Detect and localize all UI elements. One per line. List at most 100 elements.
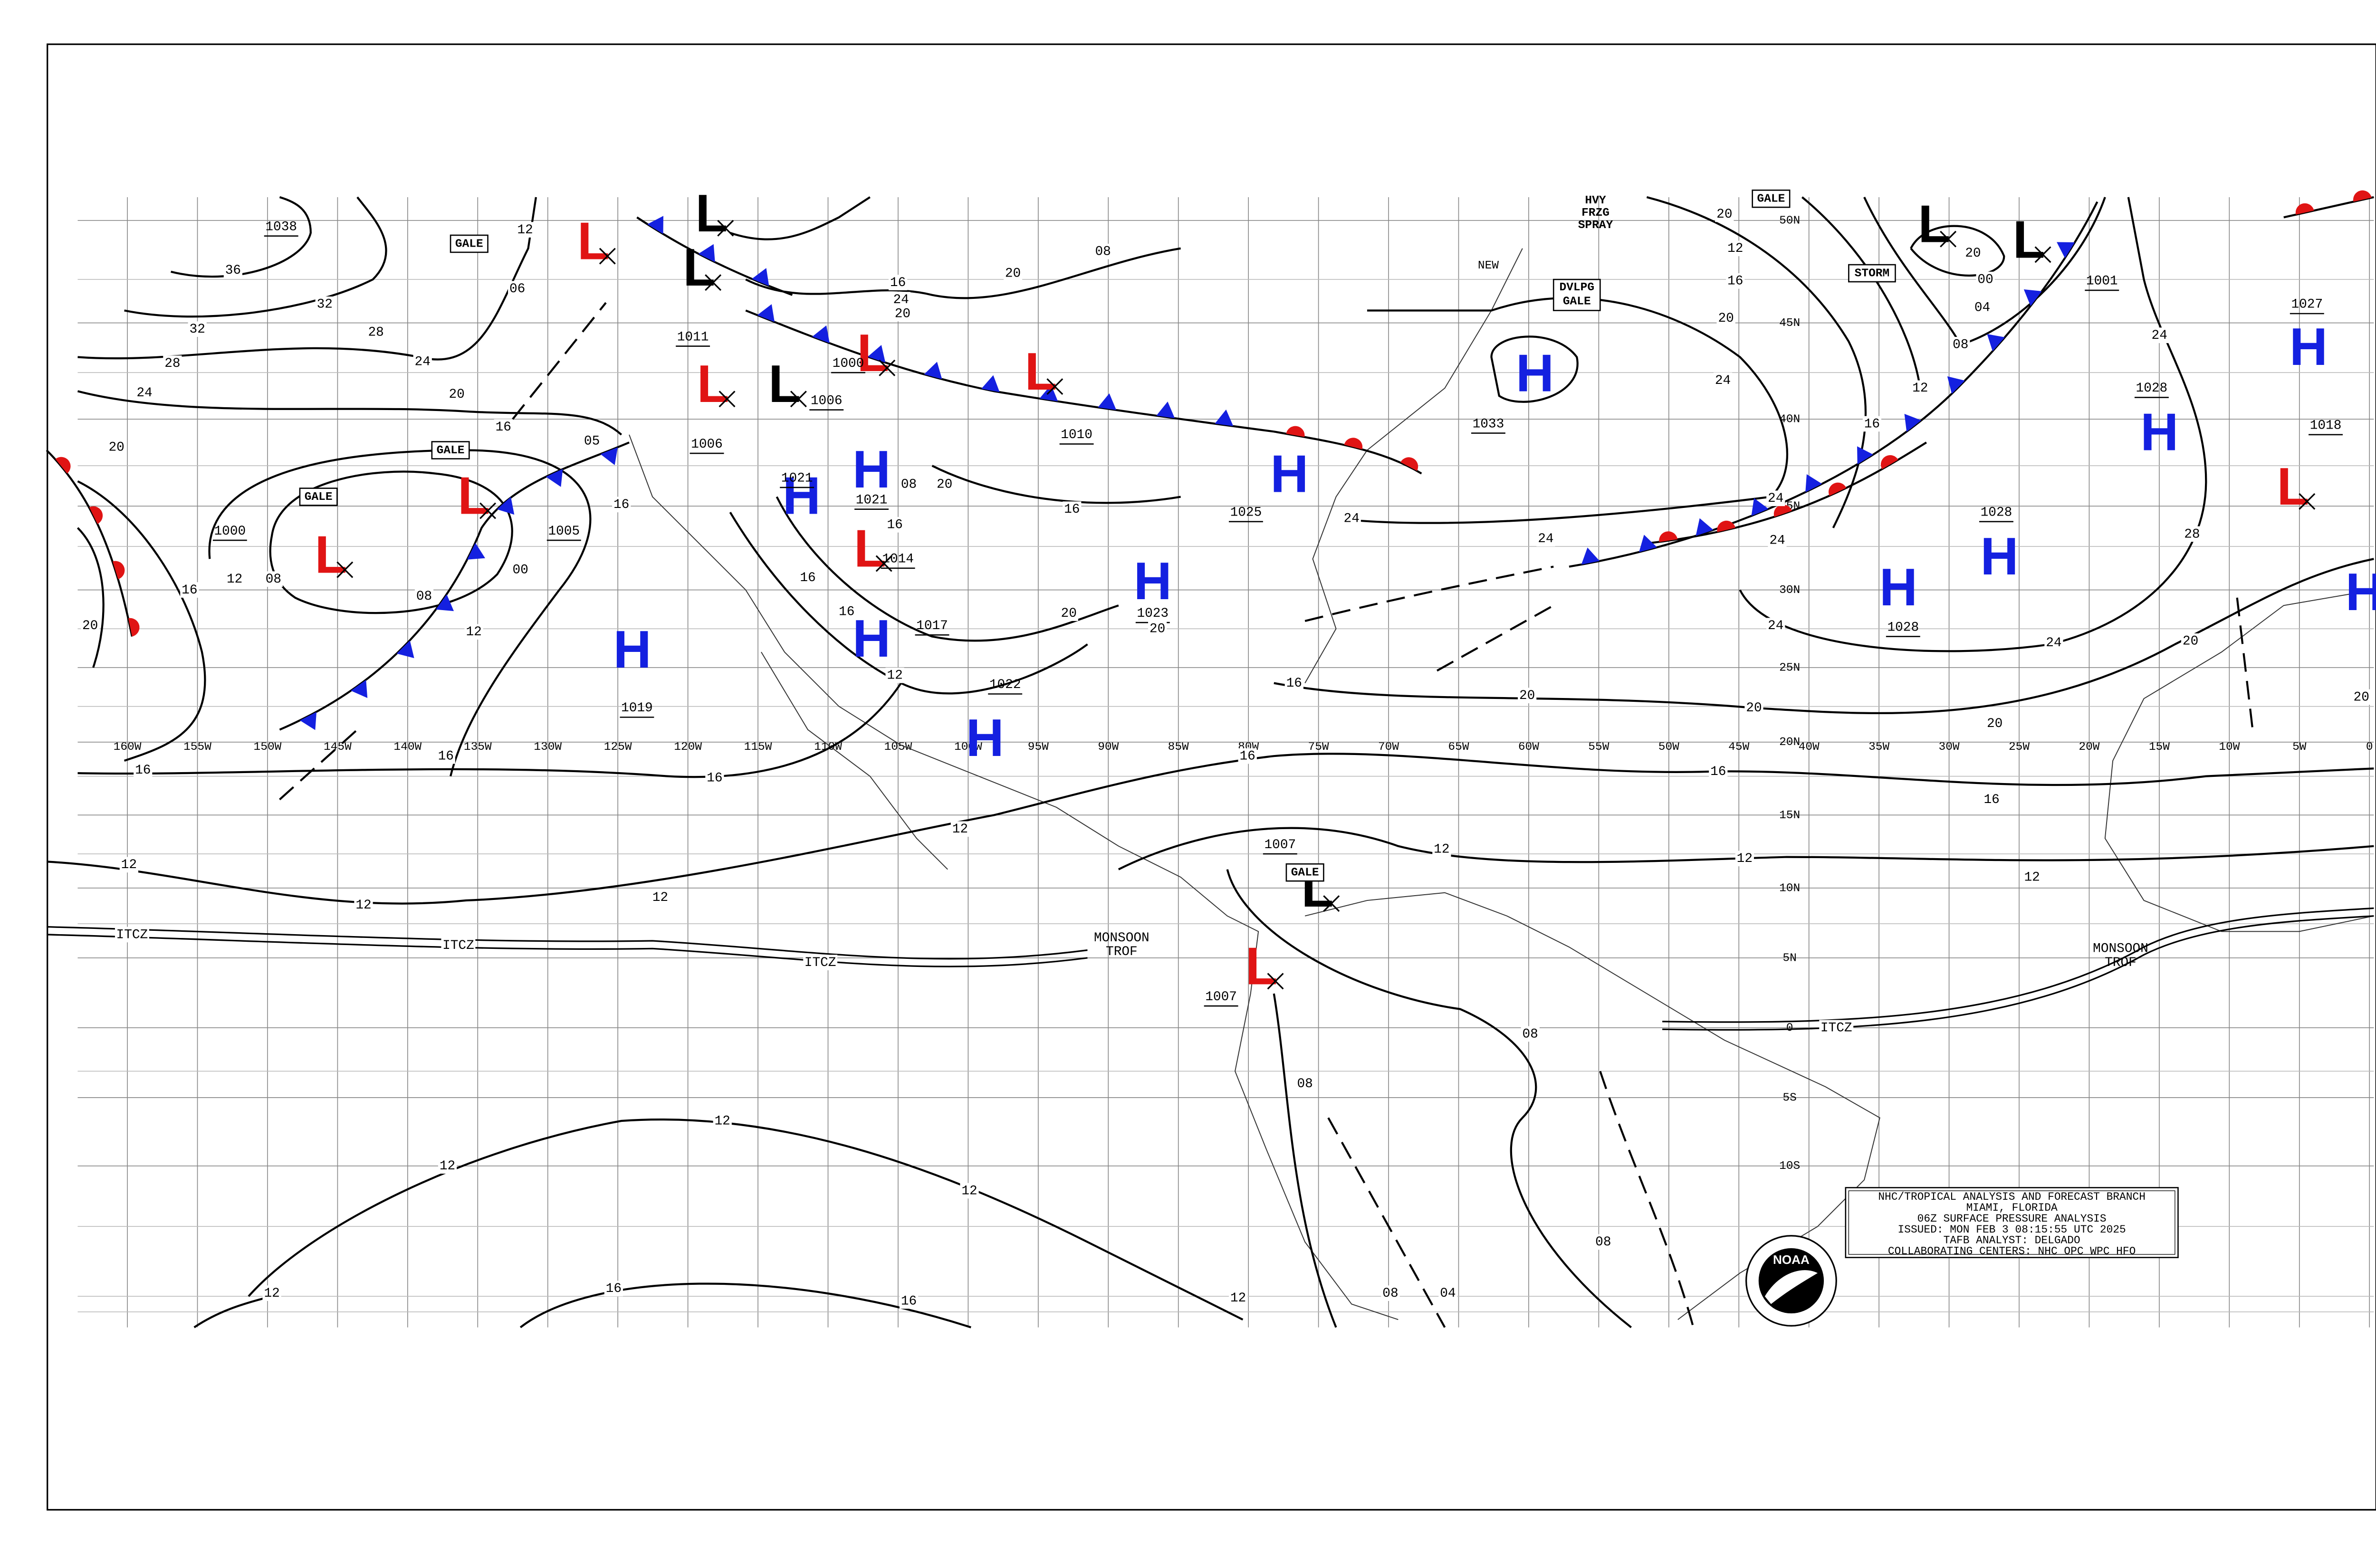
- isobar-label: 16: [887, 518, 902, 533]
- longitude-label: 10W: [2219, 741, 2240, 754]
- isobar-label: 20: [1718, 311, 1734, 326]
- cold-front-triangle: [1581, 547, 1600, 565]
- label-knockout: [107, 439, 126, 455]
- cold-front-triangle: [351, 679, 368, 698]
- semicircle: [2353, 190, 2372, 202]
- isobar: [1801, 196, 1921, 389]
- label-knockout: [713, 1113, 732, 1129]
- label-knockout: [891, 292, 910, 307]
- triangle: [1156, 402, 1175, 419]
- triangle: [546, 468, 563, 487]
- itcz: [47, 934, 1088, 967]
- cold-front-triangle: [396, 641, 414, 659]
- triangle: [600, 447, 618, 465]
- label-knockout: [81, 618, 100, 634]
- latitude-label: 5S: [1782, 1091, 1796, 1104]
- cold-front-triangle: [867, 344, 886, 363]
- label-knockout: [1295, 1076, 1314, 1091]
- latitude-label: 50N: [1779, 214, 1800, 227]
- label-knockout: [705, 770, 724, 786]
- longitude-label: 160W: [114, 741, 142, 754]
- isobar-label: 16: [613, 497, 629, 512]
- isobar-label: 24: [136, 386, 152, 401]
- label-knockout: [1766, 618, 1785, 634]
- annotation: STORM: [1855, 268, 1890, 280]
- label-knockout: [1951, 337, 1970, 353]
- isobar-label: 16: [1864, 417, 1880, 431]
- label-knockout: [2150, 327, 2169, 344]
- label-knockout: [1148, 621, 1167, 637]
- label-knockout: [441, 937, 476, 954]
- annotation: GALE: [1291, 867, 1319, 880]
- isobar-label: 20: [449, 387, 464, 402]
- longitude-label: 85W: [1168, 741, 1189, 754]
- longitude-label: 0: [2366, 741, 2373, 754]
- pressure-center-value: 1028: [1981, 506, 2012, 520]
- logo-bird: [1764, 1270, 1818, 1304]
- label-knockout: [582, 433, 602, 449]
- trough: [1437, 604, 1554, 672]
- isobar-label: 04: [1440, 1286, 1456, 1301]
- cold-front-triangle: [1639, 535, 1657, 552]
- pressure-center-symbol: L: [854, 519, 886, 578]
- longitude-label: 30W: [1939, 741, 1960, 754]
- semicircle: [1344, 438, 1363, 449]
- triangle: [1751, 498, 1769, 516]
- isobar-label: 20: [109, 440, 125, 455]
- isobar: [124, 196, 387, 318]
- isobar-label: 20: [1005, 266, 1021, 281]
- warm-front: [1647, 441, 1927, 545]
- isobar-label: 32: [190, 322, 205, 337]
- longitude-label: 95W: [1028, 741, 1049, 754]
- isobar-label: 20: [1150, 622, 1165, 637]
- label-knockout: [134, 762, 153, 778]
- triangle: [924, 362, 942, 380]
- label-knockout: [163, 355, 182, 371]
- warm-front-bump: [1659, 531, 1678, 542]
- label-knockout: [899, 477, 919, 492]
- warm-front-bump: [1829, 482, 1847, 496]
- trough-label: MONSOON: [2093, 942, 2148, 956]
- isobar: [1910, 225, 2005, 277]
- label-knockout: [889, 275, 908, 290]
- longitude-label: 35W: [1868, 741, 1889, 754]
- isobar: [931, 465, 1181, 504]
- label-knockout: [1063, 501, 1082, 517]
- pressure-value: 1038: [265, 220, 297, 234]
- triangle: [2057, 242, 2075, 258]
- isobar: [519, 1282, 971, 1329]
- semicircle: [1400, 457, 1418, 471]
- cold-front-triangle: [1751, 498, 1769, 516]
- longitude-label: 60W: [1518, 741, 1539, 754]
- info-box-frame: [1845, 1187, 2179, 1258]
- warm-front-bump: [1344, 438, 1363, 449]
- trough: [1304, 565, 1554, 622]
- label-knockout: [1716, 310, 1735, 326]
- label-knockout: [1973, 299, 1992, 316]
- semicircle: [89, 506, 103, 524]
- pressure-center-symbol: H: [613, 620, 651, 679]
- warm-front-bump: [2295, 203, 2314, 215]
- isobar-label: 12: [264, 1286, 279, 1301]
- isobar-label: 06: [509, 282, 525, 296]
- isobar-label: 24: [2046, 636, 2061, 650]
- annotation: GALE: [305, 491, 333, 504]
- label-knockout: [1432, 841, 1451, 857]
- isobar-label: 16: [1710, 765, 1726, 779]
- center-x: [790, 391, 807, 408]
- label-knockout: [494, 419, 513, 435]
- isobar-label: 12: [1912, 381, 1928, 396]
- pressure-center-symbol: H: [1516, 343, 1554, 402]
- longitude-label: 115W: [744, 741, 772, 754]
- center-x: [1046, 378, 1063, 395]
- pressure-center-symbol: H: [1134, 551, 1172, 611]
- label-knockout: [262, 1285, 281, 1301]
- center-x: [719, 391, 736, 408]
- longitude-label: 75W: [1308, 741, 1329, 754]
- isobar-label: 12: [517, 223, 533, 238]
- itcz-label: ITCZ: [116, 927, 148, 942]
- pressure-center-symbol: H: [966, 708, 1004, 767]
- triangle: [436, 594, 454, 612]
- isobar-label: 16: [707, 771, 722, 785]
- isobar-label: 16: [606, 1281, 622, 1296]
